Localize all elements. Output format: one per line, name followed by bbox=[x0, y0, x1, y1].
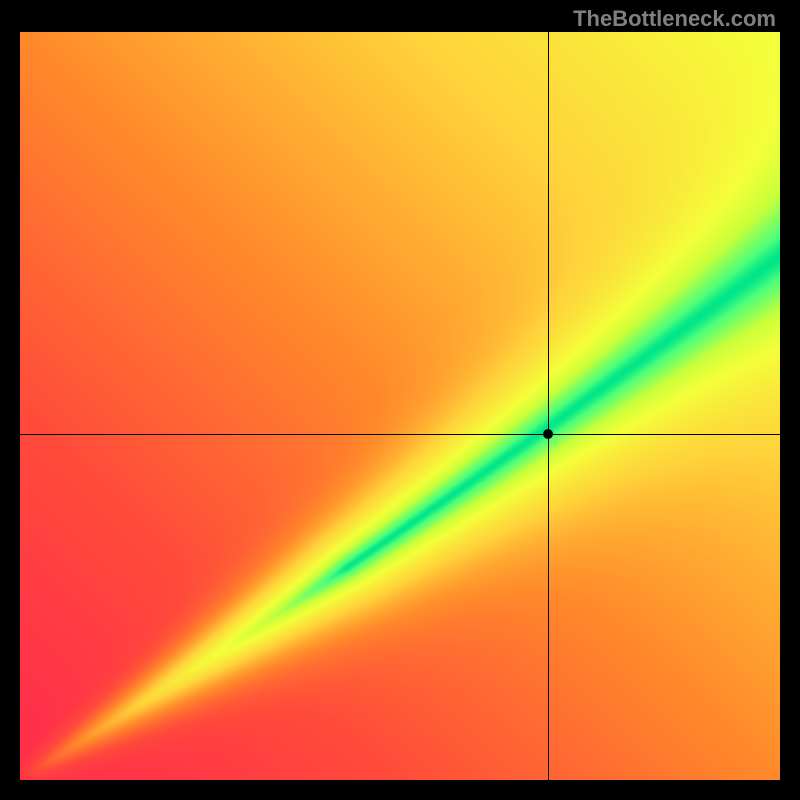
crosshair-horizontal bbox=[20, 434, 780, 435]
bottleneck-heatmap bbox=[20, 32, 780, 780]
crosshair-vertical bbox=[548, 32, 549, 780]
heatmap-canvas bbox=[20, 32, 780, 780]
watermark-text: TheBottleneck.com bbox=[573, 6, 776, 32]
selection-marker bbox=[543, 429, 553, 439]
